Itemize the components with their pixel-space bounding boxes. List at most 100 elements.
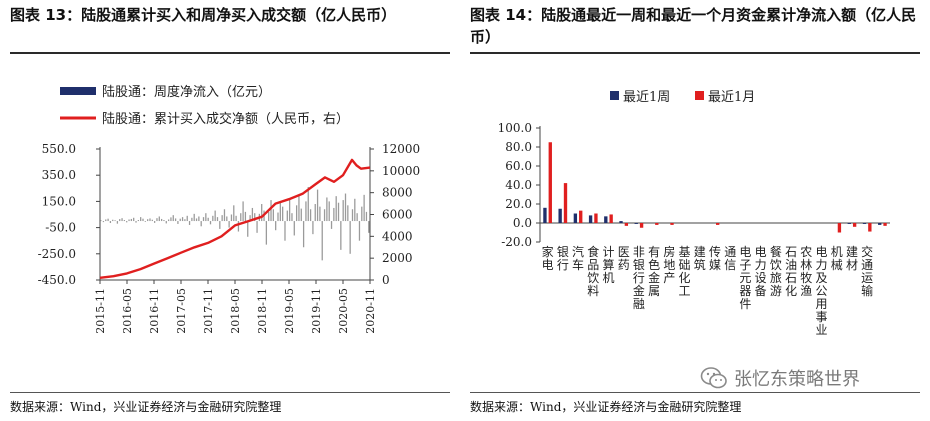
weekly-inflow-bar	[156, 218, 158, 222]
weekly-inflow-bar	[272, 209, 274, 222]
weekly-inflow-bar	[249, 215, 251, 222]
category-label: 机械	[831, 245, 843, 272]
weekly-inflow-bar	[140, 217, 142, 222]
weekly-inflow-bar	[361, 206, 363, 222]
weekly-inflow-bar	[230, 214, 233, 222]
weekly-inflow-bar	[195, 218, 198, 222]
bar-month	[563, 183, 568, 223]
bar-month	[548, 142, 552, 223]
left-chart-title: 图表 13：陆股通累计买入和周净买入成交额（亿人民币）	[10, 6, 397, 24]
right-y-tick-label: 6000	[382, 208, 413, 222]
right-y-tick-label: 8000	[382, 186, 413, 200]
weekly-inflow-bar	[340, 221, 342, 250]
weekly-inflow-bar	[154, 221, 156, 223]
y-tick-label: 60.0	[505, 159, 532, 173]
weekly-inflow-bar	[198, 216, 200, 222]
bar-week	[619, 221, 623, 223]
weekly-inflow-bar	[112, 219, 114, 222]
weekly-inflow-bar	[214, 210, 216, 222]
weekly-inflow-bar	[165, 221, 167, 224]
right-chart-title: 图表 14：陆股通最近一周和最近一个月资金累计净流入额（亿人民币）	[470, 6, 917, 46]
weekly-inflow-bar	[181, 217, 184, 222]
weekly-inflow-bar	[326, 197, 328, 222]
weekly-inflow-bar	[216, 217, 219, 222]
weekly-inflow-bar	[144, 221, 146, 222]
x-tick-label: 2018-05	[229, 288, 242, 334]
weekly-inflow-bar	[302, 221, 305, 248]
weekly-inflow-bar	[226, 216, 228, 222]
bar-week	[543, 207, 547, 223]
watermark: 张忆东策略世界	[700, 364, 860, 392]
category-label: 计算机	[602, 245, 614, 285]
right-y-tick-label: 4000	[382, 229, 413, 243]
weekly-inflow-bar	[130, 218, 133, 222]
weekly-inflow-bar	[270, 200, 272, 222]
category-label: 房地产	[663, 244, 675, 285]
weekly-inflow-bar	[261, 204, 263, 222]
weekly-inflow-bar	[200, 221, 202, 227]
y-tick-label: 80.0	[505, 140, 532, 154]
x-tick-label: 2016-05	[121, 288, 134, 334]
weekly-inflow-bar	[135, 221, 137, 223]
bar-month	[609, 214, 613, 223]
left-y-tick-label: 550.0	[42, 142, 76, 156]
weekly-inflow-bar	[321, 221, 323, 261]
watermark-text: 张忆东策略世界	[734, 369, 860, 390]
left-y-tick-label: -250.0	[38, 247, 76, 261]
weekly-inflow-bar	[170, 217, 172, 222]
weekly-inflow-bar	[188, 221, 191, 225]
category-label: 电力设备	[755, 245, 767, 298]
weekly-inflow-bar	[133, 217, 135, 222]
y-tick-label: 100.0	[498, 121, 532, 135]
weekly-inflow-bar	[289, 198, 291, 222]
y-tick-label: 40.0	[505, 178, 532, 192]
left-chart: 陆股通：周度净流入（亿元） 陆股通：累计买入成交净额（人民币，右） 550.0 350…	[38, 84, 421, 334]
weekly-inflow-bar	[284, 221, 286, 241]
bar-week	[862, 223, 867, 224]
category-label: 餐饮旅游	[770, 244, 782, 298]
category-label: 电力及公用事业	[816, 245, 828, 337]
weekly-inflow-bar	[368, 221, 370, 233]
left-bottom-rule	[10, 392, 450, 393]
weekly-inflow-bar	[307, 186, 309, 222]
weekly-inflow-bar	[121, 218, 123, 222]
weekly-inflow-bar	[333, 207, 335, 222]
weekly-inflow-bar	[312, 221, 314, 235]
weekly-inflow-bar	[305, 201, 307, 222]
weekly-inflow-bar	[242, 201, 244, 222]
weekly-inflow-bar	[105, 219, 107, 222]
weekly-inflow-bar	[191, 217, 193, 222]
bar-week	[847, 223, 851, 224]
category-label: 通信	[724, 245, 736, 272]
weekly-inflow-bar	[209, 221, 212, 225]
weekly-inflow-bar	[223, 209, 226, 222]
category-label: 汽车	[572, 244, 584, 272]
bar-month	[655, 223, 659, 225]
weekly-inflow-bar	[205, 213, 207, 222]
weekly-inflow-bar	[298, 194, 300, 222]
cumulative-net-buy-line	[99, 158, 371, 279]
category-label: 银行	[557, 245, 569, 272]
x-tick-label: 2017-05	[175, 288, 188, 334]
weekly-inflow-bar	[247, 221, 249, 237]
right-y-tick-label: 12000	[382, 142, 420, 156]
weekly-inflow-bar	[202, 217, 205, 222]
weekly-inflow-bar	[163, 220, 165, 222]
left-source-note: 数据来源：Wind，兴业证券经济与金融研究院整理	[10, 400, 282, 414]
weekly-inflow-bar	[147, 219, 149, 222]
x-tick-label: 2019-11	[310, 288, 323, 334]
right-chart: 最近1周 最近1月 100.0 80.0 60.0 40.0 20.0 0.0 -20.0 家电银…	[498, 90, 890, 337]
bar-week	[588, 215, 593, 223]
weekly-inflow-bar	[356, 213, 358, 222]
weekly-inflow-bar	[212, 215, 214, 222]
weekly-inflow-bar	[314, 204, 316, 222]
weekly-inflow-bar	[167, 219, 170, 222]
weekly-inflow-bar	[358, 221, 361, 241]
weekly-inflow-bar	[116, 221, 119, 224]
weekly-inflow-bar	[151, 219, 153, 222]
bar-month	[716, 223, 720, 225]
left-y-tick-label: -450.0	[38, 273, 76, 287]
left-title-rule	[10, 52, 450, 54]
weekly-inflow-bar	[207, 217, 209, 222]
weekly-inflow-bar	[256, 221, 258, 233]
